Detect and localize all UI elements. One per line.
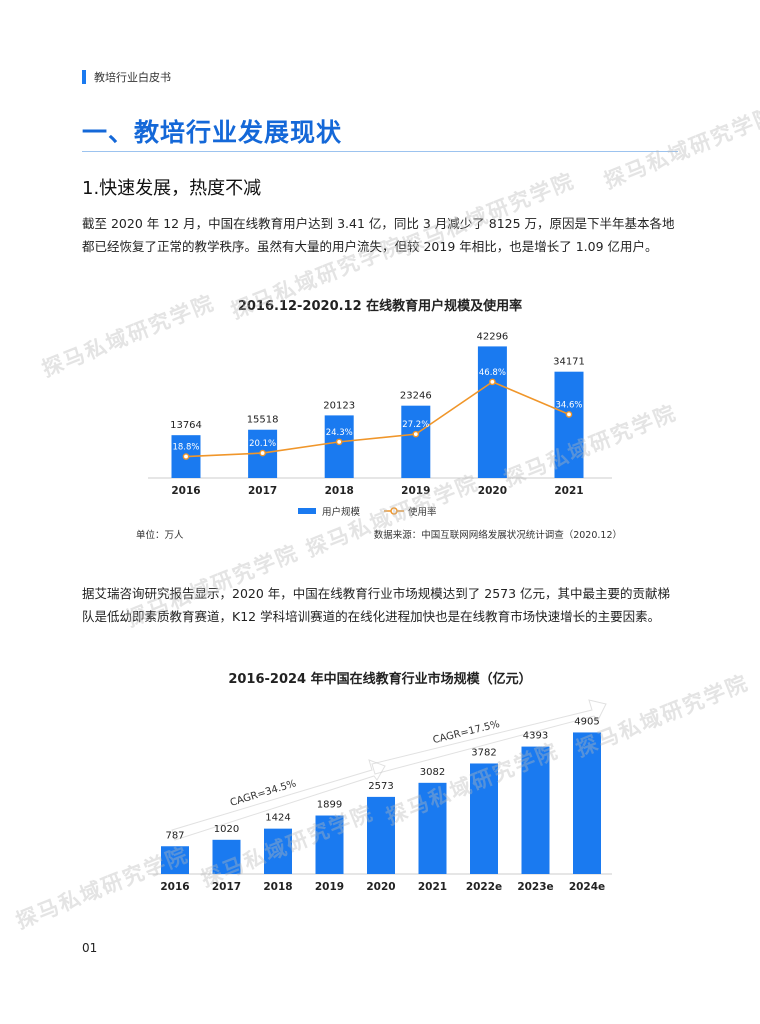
x-tick-label: 2017 [248,485,277,497]
x-tick-label: 2016 [160,881,189,893]
bar-value-label: 34171 [553,357,585,368]
x-tick-label: 2018 [325,485,354,497]
bar-value-label: 4393 [523,731,548,742]
bar [324,415,354,478]
bar-value-label: 2573 [368,781,393,792]
bar [161,846,189,874]
bar [573,732,601,874]
chart1-source-note: 数据来源：中国互联网网络发展状况统计调查（2020.12） [374,529,622,541]
x-tick-label: 2020 [366,881,395,893]
usage-rate-label: 18.8% [172,443,199,453]
x-tick-label: 2017 [212,881,241,893]
bar-value-label: 1020 [214,824,239,835]
bar [477,346,507,478]
bar-value-label: 20123 [323,400,355,411]
usage-rate-point [489,378,496,386]
document-header-label: 教培行业白皮书 [94,71,171,84]
chart1-title: 2016.12-2020.12 在线教育用户规模及使用率 [238,298,522,314]
usage-rate-label: 34.6% [555,400,582,410]
bar [401,405,431,478]
x-tick-label: 2019 [401,485,430,497]
usage-rate-point [335,438,343,446]
section-title-divider [82,151,678,152]
usage-rate-line [185,380,570,458]
usage-rate-label: 20.1% [249,439,276,449]
usage-rate-label: 24.3% [326,428,353,438]
bar-value-label: 3082 [420,767,445,778]
page-number: 01 [82,941,98,955]
bar [418,782,447,874]
bar-value-label: 42296 [476,331,508,342]
chart1-legend: 用户规模 使用率 [298,506,437,518]
bar-value-label: 3782 [471,747,496,758]
bar-value-label: 15518 [247,415,279,426]
bar [315,815,344,874]
legend-bar-label: 用户规模 [322,506,361,518]
bar-value-label: 1899 [317,800,342,811]
paragraph-user-stats: 截至 2020 年 12 月，中国在线教育用户达到 3.41 亿，同比 3 月减… [82,216,675,254]
legend-line-marker [390,507,398,515]
x-tick-label: 2016 [171,485,200,497]
subsection-title: 1.快速发展，热度不减 [82,178,262,199]
bar [264,828,292,874]
paragraph-market-size: 据艾瑞咨询研究报告显示，2020 年，中国在线教育行业市场规模达到了 2573 … [82,586,671,624]
section-title: 一、教培行业发展现状 [82,118,343,147]
usage-rate-point [565,411,573,418]
usage-rate-label: 27.2% [402,420,429,430]
x-tick-label: 2019 [315,881,344,893]
watermark: 探马私域研究学院 [600,102,760,194]
bar [521,746,550,874]
bar [554,371,584,478]
chart1-unit-note: 单位：万人 [136,529,184,541]
x-tick-label: 2021 [554,485,583,497]
bar [212,839,241,874]
legend-bar-swatch [298,508,316,514]
user-scale-chart: 2016.12-2020.12 在线教育用户规模及使用率 13764 2016 15… [136,298,622,541]
cagr-arrow-1 [171,759,386,841]
bar-value-label: 13764 [170,420,202,431]
bar [367,796,395,874]
x-tick-label: 2020 [478,485,507,497]
x-tick-label: 2021 [418,881,447,893]
usage-rate-point [182,453,190,460]
x-tick-label: 2024e [569,881,605,893]
x-tick-label: 2023e [517,881,553,893]
x-tick-label: 2018 [263,881,292,893]
x-tick-label: 2022e [466,881,502,893]
bar-value-label: 1424 [265,813,290,824]
bar-value-label: 23246 [400,391,432,402]
cagr-annotation-2020-2024: CAGR=17.5% [432,719,501,746]
cagr-arrow-2 [371,699,607,775]
bar-value-label: 787 [165,830,184,841]
market-size-chart: 2016-2024 年中国在线教育行业市场规模（亿元） CAGR=34.5% C… [148,671,612,893]
usage-rate-point [412,430,420,438]
bar [470,763,498,874]
usage-rate-point [259,449,266,457]
header-accent-bar [82,70,86,84]
usage-rate-label: 46.8% [479,368,506,378]
chart2-title: 2016-2024 年中国在线教育行业市场规模（亿元） [228,671,531,687]
bar-value-label: 4905 [574,716,599,727]
legend-line-label: 使用率 [408,506,437,518]
